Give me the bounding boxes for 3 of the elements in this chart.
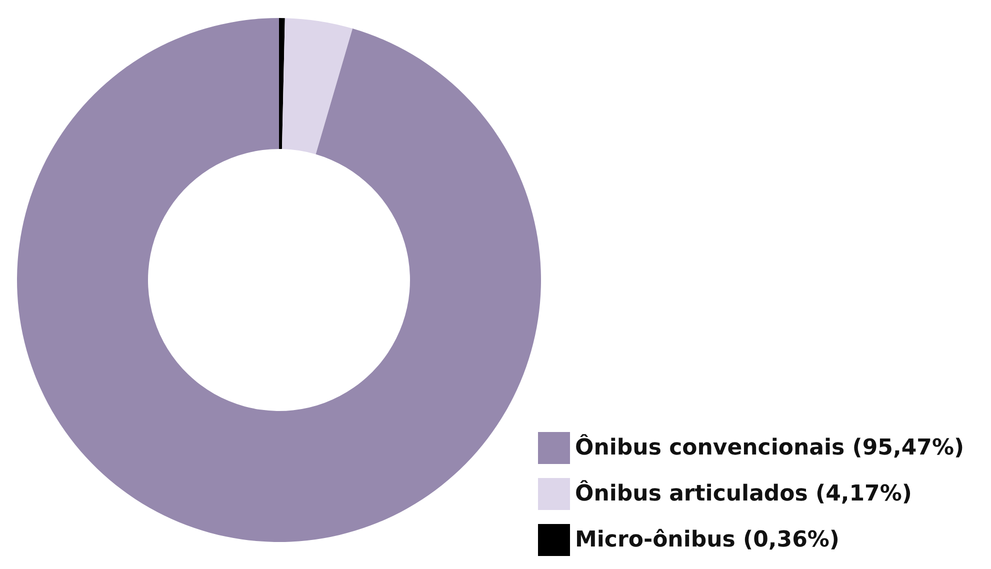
legend-label: Micro-ônibus (0,36%) — [575, 528, 840, 552]
legend-label: Ônibus convencionais (95,47%) — [575, 434, 964, 460]
legend-label: Ônibus articulados (4,17%) — [575, 480, 912, 506]
